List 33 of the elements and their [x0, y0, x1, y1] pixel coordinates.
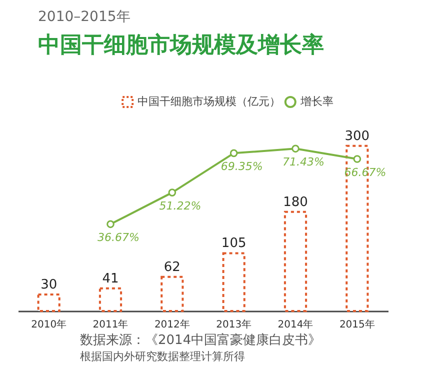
bar: [160, 276, 184, 312]
point: [106, 220, 114, 228]
source-note: 数据来源：《2014中国富豪健康白皮书》: [80, 333, 322, 349]
bar: [98, 287, 122, 312]
bar: [37, 293, 60, 312]
point: [168, 188, 176, 196]
point: [292, 144, 300, 153]
data-label: 62: [164, 260, 180, 275]
data-label: 69.35%: [220, 160, 263, 174]
data-label: 300: [344, 128, 370, 144]
data-label: 105: [221, 236, 246, 252]
point: [230, 149, 238, 158]
bar: [222, 252, 246, 312]
legend-label: 增长率: [299, 95, 334, 108]
chart-subtitle: 2010–2015年: [38, 8, 130, 26]
x-tick-label: 2010年: [31, 318, 67, 330]
x-tick-label: 2011年: [92, 318, 128, 330]
data-label: 51.22%: [159, 200, 202, 213]
data-label: 66.67%: [344, 166, 386, 179]
point: [353, 155, 362, 163]
data-label: 180: [283, 194, 308, 210]
bar: [284, 210, 308, 312]
x-tick-label: 2012年: [154, 318, 190, 330]
text: 根据国内外研究数据整理计算所得: [80, 349, 246, 365]
legend-label: 中国干细胞市场规模（亿元）: [138, 95, 281, 108]
data-label: 36.67%: [98, 231, 140, 244]
data-label: 71.43%: [282, 156, 324, 169]
x-tick-label: 2014年: [278, 318, 314, 330]
x-tick-label: 2015年: [339, 318, 375, 330]
data-label: 41: [102, 271, 119, 286]
data-label: 30: [40, 277, 58, 292]
x-tick-label: 2013年: [216, 318, 252, 330]
chart-title: 中国干细胞市场规模及增长率: [38, 32, 324, 60]
